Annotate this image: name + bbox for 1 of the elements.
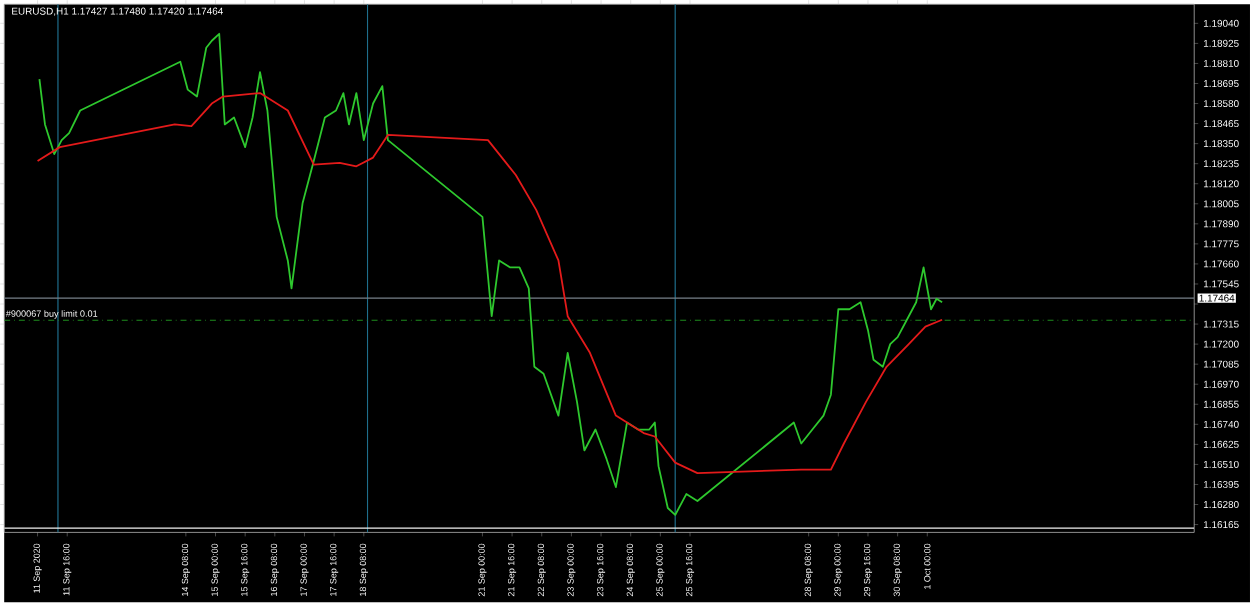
line-series (38, 33, 944, 517)
